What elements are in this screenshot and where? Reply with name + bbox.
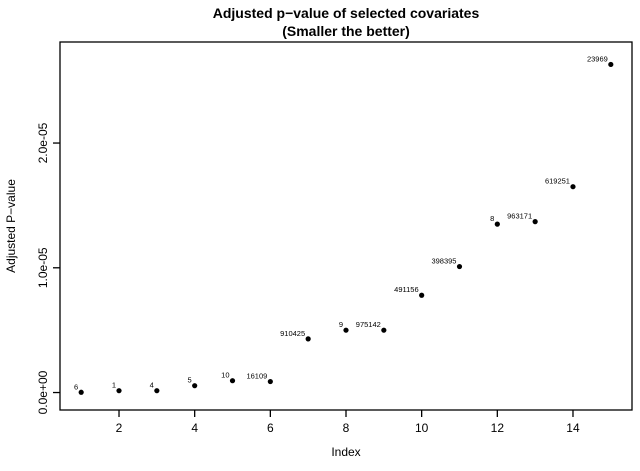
point-label: 16109 [246, 372, 267, 381]
point-label: 9 [339, 320, 343, 329]
data-point [570, 184, 576, 190]
data-point [192, 383, 198, 389]
data-point [381, 327, 387, 333]
x-axis-label: Index [331, 445, 360, 459]
point-label: 975142 [356, 320, 381, 329]
x-tick-label: 4 [191, 421, 198, 435]
data-point [532, 219, 538, 225]
data-point [608, 61, 614, 68]
y-tick-label: 1.0e-05 [36, 247, 50, 288]
point-label: 963171 [507, 212, 532, 221]
x-tick-label: 6 [267, 421, 274, 435]
data-point [78, 389, 84, 395]
data-point [494, 221, 500, 227]
point-label: 1 [112, 381, 116, 390]
x-tick-label: 12 [491, 421, 505, 435]
point-label: 6 [74, 382, 78, 391]
data-point [154, 388, 160, 394]
data-point [229, 378, 236, 384]
point-label: 10 [221, 371, 229, 380]
data-point [456, 263, 463, 270]
data-point [116, 388, 122, 394]
point-label: 5 [188, 376, 192, 385]
point-label: 910425 [280, 329, 305, 338]
x-tick-label: 8 [343, 421, 350, 435]
chart-title-line2: (Smaller the better) [282, 23, 410, 39]
x-tick-label: 14 [566, 421, 580, 435]
y-axis-label: Adjusted P−value [4, 179, 18, 273]
data-points: 6 1 4 5 10 16109 910425 9 975142 491156 398395 8 963… [74, 54, 614, 395]
y-tick-label: 2.0e-05 [36, 122, 50, 163]
data-point [419, 292, 425, 298]
data-point [305, 336, 311, 342]
x-tick-label: 2 [116, 421, 123, 435]
data-point [267, 378, 273, 385]
point-label: 491156 [394, 285, 418, 294]
point-label: 619251 [545, 177, 570, 186]
y-tick-label: 0.0e+00 [36, 370, 50, 414]
x-tick-label: 10 [415, 421, 429, 435]
point-label: 398395 [431, 257, 456, 266]
point-label: 4 [150, 381, 154, 390]
plot-box [59, 41, 633, 411]
point-label: 23969 [587, 54, 608, 63]
point-label: 8 [490, 214, 494, 223]
data-point [343, 327, 349, 333]
chart-title-line1: Adjusted p−value of selected covariates [213, 5, 480, 21]
axis-ticks: 2 4 6 8 10 12 140.0e+001.0e-052.0e-05 [36, 122, 580, 435]
